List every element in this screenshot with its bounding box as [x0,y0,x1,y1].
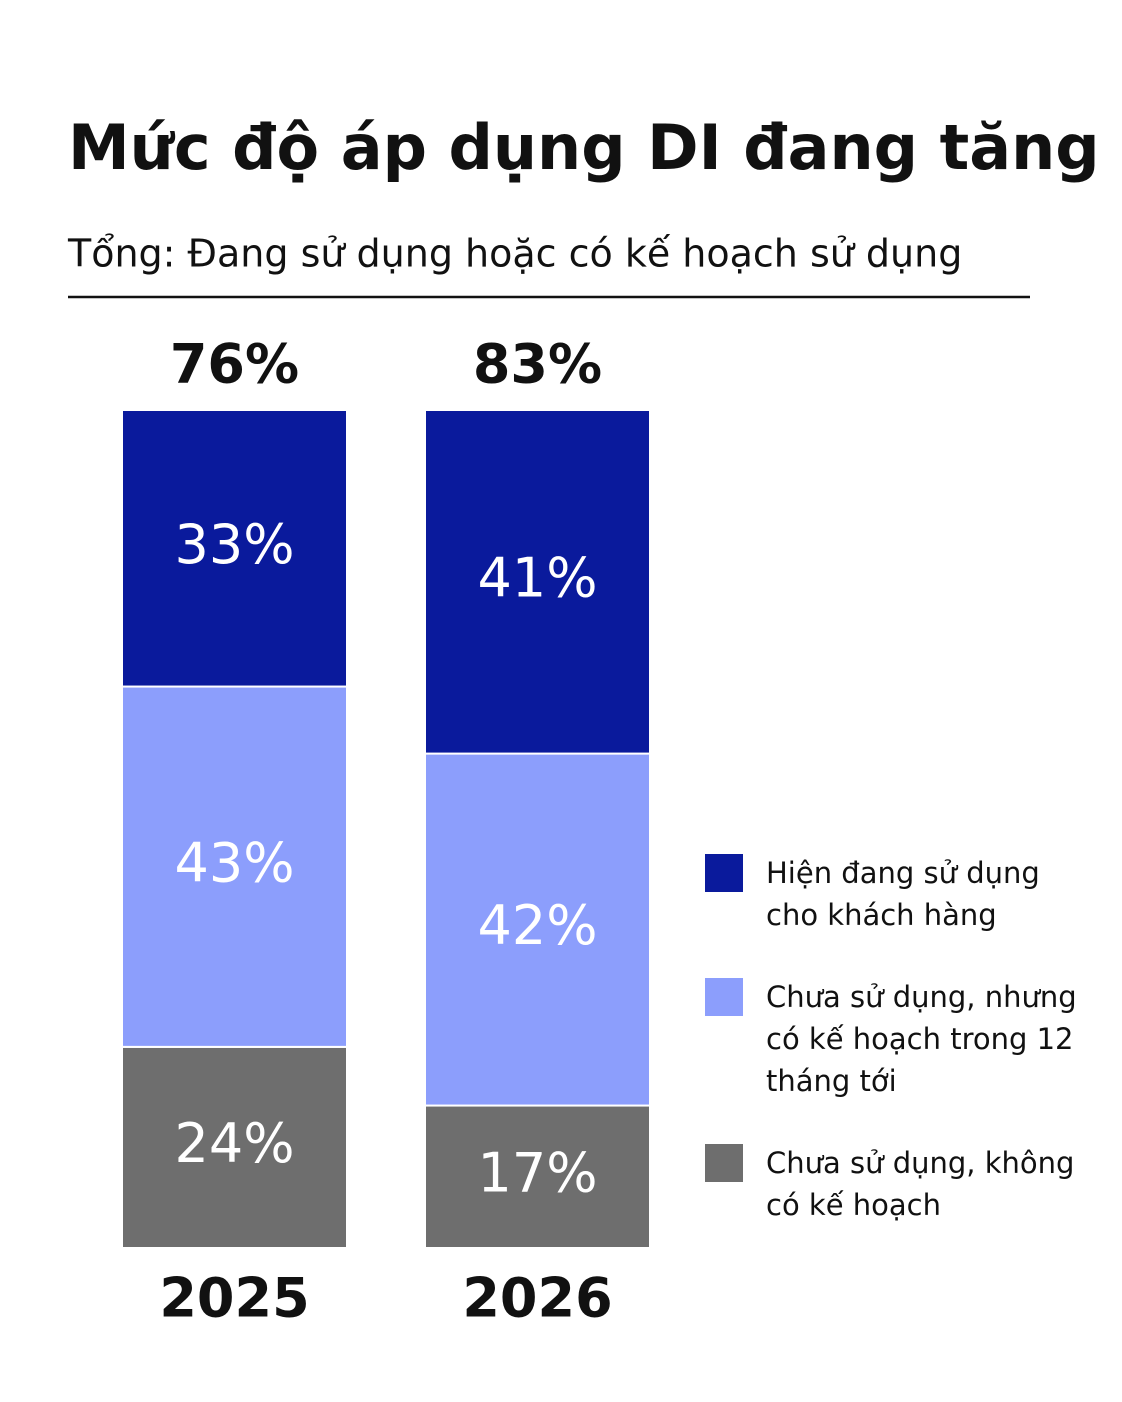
legend-swatch [705,1144,743,1182]
legend: Hiện đang sử dụng cho khách hàng Chưa sử … [705,852,1105,1266]
segment-label: 43% [174,831,294,894]
total-label: 76% [170,333,299,396]
total-label: 83% [473,333,602,396]
x-tick-label: 2026 [462,1267,612,1330]
legend-item: Hiện đang sử dụng cho khách hàng [705,852,1105,936]
legend-label: Hiện đang sử dụng cho khách hàng [766,856,1040,932]
segment-label: 24% [174,1112,294,1175]
bar-segment [424,409,651,755]
bar-segment [121,409,348,688]
chart-title: Mức độ áp dụng DI đang tăng [68,111,1100,184]
legend-item: Chưa sử dụng, nhưng có kế hoạch trong 12… [705,976,1105,1102]
segment-label: 41% [477,546,597,609]
bar-segment [121,1045,348,1249]
bar-segment [424,752,651,1107]
segment-label: 42% [477,894,597,957]
x-tick-label: 2025 [159,1267,309,1330]
legend-label: Chưa sử dụng, không có kế hoạch [766,1146,1075,1222]
segment-label: 33% [174,513,294,576]
legend-swatch [705,978,743,1016]
legend-swatch [705,854,743,892]
chart-subtitle: Tổng: Đang sử dụng hoặc có kế hoạch sử d… [67,232,962,276]
legend-item: Chưa sử dụng, không có kế hoạch [705,1142,1105,1226]
segment-label: 17% [477,1141,597,1204]
bar-segment [121,685,348,1048]
legend-label: Chưa sử dụng, nhưng có kế hoạch trong 12… [766,980,1077,1098]
